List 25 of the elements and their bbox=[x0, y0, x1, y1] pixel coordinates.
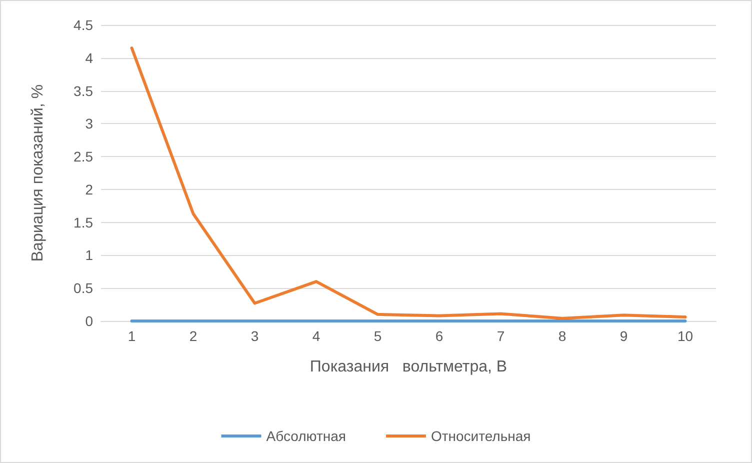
y-tick-label: 3.5 bbox=[74, 82, 94, 99]
x-tick-label: 3 bbox=[250, 328, 259, 344]
y-tick-label: 3 bbox=[85, 116, 94, 132]
x-tick-label: 4 bbox=[312, 328, 320, 344]
x-tick-label: 9 bbox=[620, 328, 628, 344]
x-tick-label: 7 bbox=[496, 328, 505, 344]
x-tick-label: 1 bbox=[128, 328, 136, 344]
y-tick-label: 2.5 bbox=[74, 148, 94, 165]
y-tick-label: 1 bbox=[85, 247, 94, 264]
x-tick-label: 8 bbox=[558, 328, 566, 344]
x-axis-title: Показания вольтметра, В bbox=[310, 358, 508, 376]
y-axis-title: Вариация показаний, % bbox=[30, 84, 46, 262]
y-tick-label: 0.5 bbox=[74, 280, 94, 296]
x-tick-label: 5 bbox=[374, 328, 382, 344]
x-tick-label: 2 bbox=[189, 328, 198, 344]
legend-label: Абсолютная bbox=[266, 428, 346, 444]
y-tick-label: 2 bbox=[85, 181, 94, 198]
x-tick-label: 6 bbox=[435, 328, 444, 344]
y-tick-label: 0 bbox=[85, 313, 94, 329]
legend-label: Относительная bbox=[430, 428, 531, 444]
x-tick-label: 10 bbox=[677, 328, 694, 344]
y-tick-label: 4 bbox=[85, 50, 94, 66]
y-tick-label: 1.5 bbox=[74, 214, 94, 230]
line-series bbox=[130, 46, 687, 320]
y-tick-label: 4.5 bbox=[74, 17, 94, 33]
